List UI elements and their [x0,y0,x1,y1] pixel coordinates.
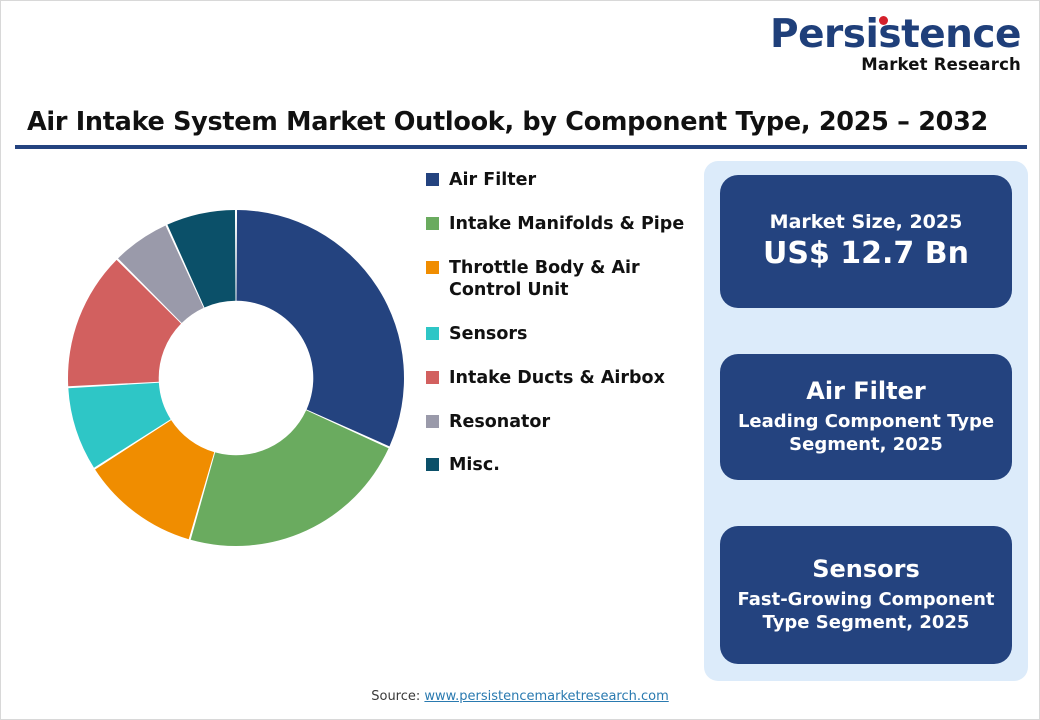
brand-logo: Persistence Market Research [770,12,1022,74]
page-title: Air Intake System Market Outlook, by Com… [27,107,988,137]
title-divider [15,145,1027,149]
highlights-panel: Market Size, 2025 US$ 12.7 Bn Air Filter… [704,161,1028,681]
donut-slice[interactable] [118,225,204,323]
legend-color-swatch-icon [426,173,439,186]
legend-item-label: Sensors [449,324,528,344]
market-size-caption: Market Size, 2025 [769,210,963,233]
legend-color-swatch-icon [426,216,439,230]
legend-item-throttle-body-air-control-unit[interactable]: Throttle Body & Air Control Unit [426,257,701,303]
market-size-card: Market Size, 2025 US$ 12.7 Bn [720,175,1012,308]
legend-color-swatch-icon [426,327,439,340]
legend-item-intake-ducts-airbox[interactable]: Intake Ducts & Airbox [426,367,701,390]
fast-growing-segment-heading: Sensors [812,554,920,583]
source-link[interactable]: www.persistencemarketresearch.com [424,689,669,704]
source-label: Source: [371,689,425,704]
donut-slice[interactable] [68,259,182,387]
legend-item-label: Misc. [449,455,500,476]
donut-slice-group [68,210,404,546]
brand-dot-icon [879,16,888,25]
chart-legend: Air Filter Intake Manifolds & Pipe Throt… [426,169,701,498]
donut-chart [61,201,411,556]
legend-item-air-filter[interactable]: Air Filter [426,169,701,192]
donut-chart-svg [68,210,404,546]
legend-color-swatch-icon [426,370,439,384]
legend-item-label: Throttle Body & Air Control Unit [449,257,640,301]
legend-color-swatch-icon [426,414,439,428]
brand-name: Persistence [770,12,1022,57]
leading-segment-card: Air Filter Leading Component Type Segmen… [720,354,1012,480]
brand-tagline: Market Research [861,55,1021,74]
source-footer: Source: www.persistencemarketresearch.co… [1,689,1039,704]
leading-segment-heading: Air Filter [806,376,926,405]
market-size-value: US$ 12.7 Bn [763,236,969,272]
legend-item-label: Intake Ducts & Airbox [449,367,665,388]
legend-color-swatch-icon [426,458,439,472]
legend-color-swatch-icon [426,260,439,274]
legend-item-intake-manifolds-pipe[interactable]: Intake Manifolds & Pipe [426,213,701,236]
fast-growing-segment-card: Sensors Fast-Growing Component Type Segm… [720,526,1012,664]
donut-slice[interactable] [236,210,404,447]
legend-item-label: Intake Manifolds & Pipe [449,213,685,234]
legend-item-sensors[interactable]: Sensors [426,323,701,346]
legend-item-misc[interactable]: Misc. [426,454,701,477]
legend-item-resonator[interactable]: Resonator [426,411,701,434]
donut-slice[interactable] [95,420,215,540]
donut-slice[interactable] [167,210,236,308]
legend-item-label: Air Filter [449,170,537,190]
donut-slice[interactable] [190,410,389,546]
donut-slice[interactable] [68,382,171,468]
leading-segment-subtitle: Leading Component Type Segment, 2025 [737,410,995,456]
legend-item-label: Resonator [449,411,551,432]
fast-growing-segment-subtitle: Fast-Growing Component Type Segment, 202… [737,588,995,634]
